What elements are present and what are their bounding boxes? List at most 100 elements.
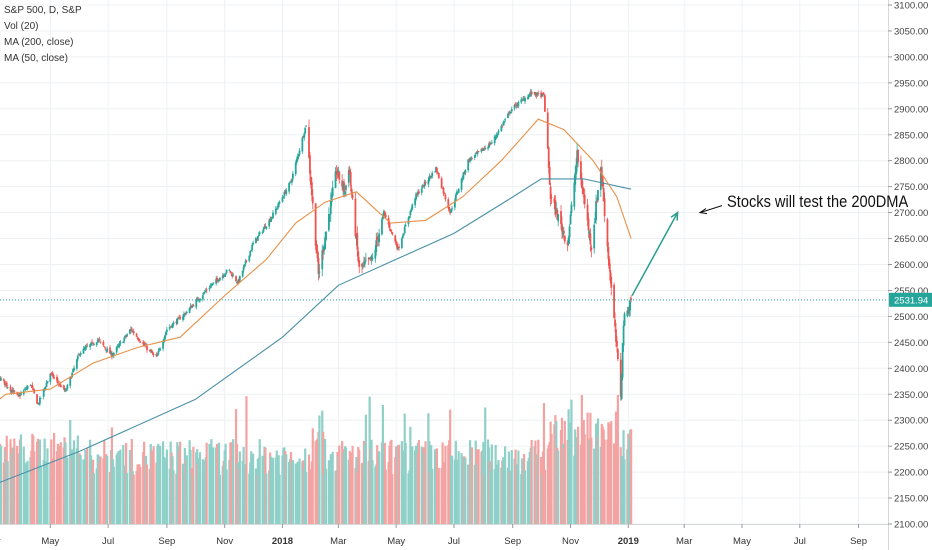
candle-body	[243, 264, 246, 267]
candle-body	[450, 208, 453, 213]
volume-bar	[159, 445, 162, 524]
candle-body	[337, 170, 340, 174]
candle-body	[351, 194, 354, 199]
candle-body	[610, 277, 613, 288]
x-tick-label: Mar	[676, 536, 692, 547]
candle-body	[409, 210, 412, 216]
candle-body	[414, 198, 417, 206]
candle-body	[45, 382, 48, 387]
x-tick-label: Sep	[850, 536, 867, 547]
candle-body	[580, 178, 583, 189]
candle-body	[422, 185, 425, 187]
candle-body	[336, 173, 339, 175]
volume-bar	[523, 470, 527, 524]
volume-bar	[285, 454, 288, 524]
candle-body	[314, 203, 317, 246]
candle-body	[343, 182, 345, 193]
x-tick-label: May	[387, 536, 405, 547]
candle-body	[627, 310, 630, 314]
candle-body	[183, 313, 186, 315]
volume-bar	[19, 434, 23, 524]
volume-bar	[305, 471, 308, 524]
candle-body	[510, 109, 513, 112]
candle-body	[157, 351, 160, 355]
x-tick-label: Nov	[562, 536, 579, 547]
candle-body	[283, 191, 286, 197]
x-tick-label: Jul	[448, 536, 460, 547]
candle-body	[249, 251, 252, 256]
candle-body	[354, 198, 357, 237]
y-tick-label: 2300.00	[894, 416, 928, 427]
candle-body	[237, 280, 239, 284]
volume-bar	[278, 474, 281, 524]
candle-body	[436, 167, 438, 173]
volume-bar	[79, 455, 82, 524]
candle-body	[276, 206, 279, 208]
candle-body	[91, 341, 93, 343]
projection-arrow	[631, 212, 679, 297]
candle-body	[116, 346, 119, 348]
volume-bar	[378, 451, 381, 524]
candle-body	[381, 219, 383, 235]
candle-body	[429, 175, 432, 177]
candle-body	[327, 214, 330, 231]
candle-body	[394, 235, 397, 242]
volume-bar	[543, 469, 547, 524]
volume-bar	[39, 465, 42, 524]
candle-body	[334, 171, 337, 188]
volume-bar	[364, 414, 367, 524]
candle-body	[550, 197, 553, 199]
candle-body	[516, 105, 519, 107]
candle-body	[294, 162, 297, 175]
y-tick-label: 2900.00	[894, 104, 928, 115]
candle-body	[19, 395, 21, 397]
candle-body	[534, 92, 537, 95]
candle-body	[176, 318, 179, 325]
candle-body	[56, 376, 58, 381]
candle-body	[375, 240, 378, 252]
y-tick-label: 2400.00	[894, 364, 928, 375]
candle-body	[621, 343, 624, 378]
volume-bar	[570, 399, 573, 524]
candle-body	[13, 390, 16, 392]
volume-bar	[344, 447, 348, 524]
candle-body	[456, 191, 459, 193]
candle-body	[146, 346, 148, 351]
candle-body	[500, 126, 503, 132]
chart-legend: S&P 500, D, S&P Vol (20) MA (200, close)…	[4, 3, 82, 67]
candle-body	[112, 352, 115, 356]
candle-body	[4, 383, 7, 385]
candle-body	[457, 188, 460, 193]
candle-body	[428, 176, 431, 181]
candle-body	[530, 91, 533, 95]
candle-body	[461, 178, 464, 180]
candle-body	[344, 191, 346, 194]
candle-body	[490, 143, 492, 145]
candle-body	[115, 347, 118, 353]
candle-body	[593, 224, 596, 249]
candle-body	[535, 94, 538, 96]
candle-body	[619, 359, 622, 397]
candle-body	[363, 261, 365, 263]
candle-body	[305, 125, 308, 127]
candle-body	[38, 403, 40, 405]
x-tick-label: Sep	[504, 536, 521, 547]
candle-body	[277, 202, 280, 208]
annotation-pointer-head	[698, 208, 708, 215]
x-tick-label: May	[41, 536, 59, 547]
candle-body	[415, 193, 417, 200]
y-tick-label: 2350.00	[894, 390, 928, 401]
candle-body	[358, 260, 361, 267]
candle-body	[577, 149, 579, 163]
candle-body	[347, 169, 350, 183]
candle-body	[205, 289, 208, 291]
candle-body	[281, 197, 284, 202]
candle-body	[575, 164, 578, 175]
candle-body	[225, 269, 228, 274]
volume-bar	[179, 441, 182, 524]
candle-body	[274, 208, 277, 214]
candle-body	[202, 292, 205, 295]
candle-body	[594, 218, 597, 223]
candle-body	[630, 298, 633, 300]
